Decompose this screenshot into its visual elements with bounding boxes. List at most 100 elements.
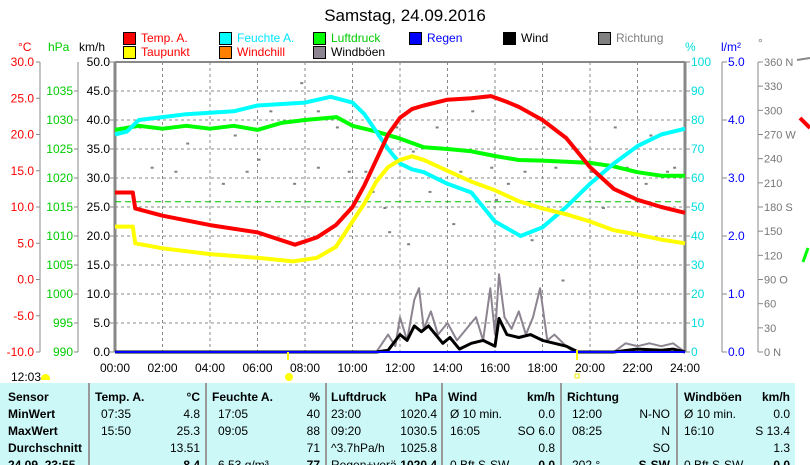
direction-point — [269, 110, 273, 113]
humidity-tick-label: 80 — [691, 113, 705, 127]
direction-point — [459, 170, 463, 173]
time-tick-label: 06:00 — [242, 361, 272, 375]
direction-point — [542, 126, 546, 129]
pressure-value: 1020.4 — [400, 458, 437, 465]
legend-swatch-icon — [123, 31, 136, 45]
sun-cloud-icon — [41, 374, 50, 380]
time-tick-label: 10:00 — [337, 361, 367, 375]
wind-tick-label: 25.0 — [87, 200, 111, 214]
direction-point — [371, 190, 375, 193]
direction-tick-label: 90 O — [764, 275, 788, 287]
time-tick-label: 18:00 — [527, 361, 557, 375]
legend-item: Temp. A. — [123, 31, 188, 45]
column-divider — [560, 383, 562, 465]
temp-tick-label: -5.0 — [13, 309, 34, 323]
rain-tick-label: 4.0 — [728, 113, 745, 127]
direction-point — [428, 190, 432, 193]
humidity-value: 71 — [306, 441, 320, 455]
wind-time: 0 Bft S-SW — [450, 458, 510, 465]
pressure-time: 23:00 — [331, 407, 362, 421]
direction-point — [666, 170, 669, 173]
temp-tick-label: 15.0 — [11, 164, 35, 178]
direction-tick-label: 270 W — [764, 130, 796, 142]
humidity-axis-unit: % — [685, 40, 696, 54]
pressure-tick-label: 995 — [53, 316, 73, 330]
row-label: 24.09. 23:55 — [8, 458, 76, 465]
direction-tick-label: 120 — [764, 250, 782, 262]
wind-tick-label: 5.0 — [93, 316, 110, 330]
direction-tick-label: 60 — [764, 299, 776, 311]
humidity-value: 40 — [306, 407, 320, 421]
pressure-tick-label: 1020 — [46, 171, 73, 185]
wind-value: SO 6.0 — [517, 424, 555, 438]
gust-value: 0.0 — [773, 407, 790, 421]
legend-label: Feuchte A. — [237, 31, 295, 45]
direction-point — [316, 166, 320, 169]
chart-title: Samstag, 24.09.2016 — [324, 6, 486, 25]
direction-value: SO — [652, 441, 670, 455]
legend-label: Richtung — [616, 31, 664, 45]
pressure-value: 1030.5 — [400, 424, 437, 438]
direction-point — [506, 182, 510, 185]
pressure-tick-label: 1030 — [46, 113, 73, 127]
rain-tick-label: 0.0 — [728, 345, 745, 359]
wind-tick-label: 40.0 — [87, 113, 111, 127]
wind-tick-label: 10.0 — [87, 287, 111, 301]
pressure-tick-label: 1015 — [46, 200, 73, 214]
humidity-tick-label: 30 — [691, 258, 705, 272]
legend-swatch-icon — [503, 31, 516, 45]
pressure-time: 09:20 — [331, 424, 362, 438]
temp-tick-label: 20.0 — [11, 128, 35, 142]
direction-point — [364, 170, 368, 173]
pressure-value: 1020.4 — [400, 407, 437, 421]
legend-item: Windböen — [313, 45, 385, 59]
direction-tick-label: 210 — [764, 178, 782, 190]
header-gusts: Windböen — [684, 390, 742, 404]
humidity-tick-label: 100 — [691, 55, 711, 69]
direction-point — [293, 182, 297, 185]
pressure-tick-label: 1000 — [46, 287, 73, 301]
pressure-time: ^3.7hPa/h — [331, 441, 385, 455]
direction-value: S-SW — [638, 458, 670, 465]
wind-tick-label: 45.0 — [87, 84, 111, 98]
humidity-tick-label: 60 — [691, 171, 705, 185]
legend-label: Windböen — [331, 45, 386, 59]
humidity-tick-label: 20 — [691, 287, 705, 301]
wind-tick-label: 50.0 — [87, 55, 111, 69]
humidity-tick-label: 0 — [691, 345, 698, 359]
humidity-time: 09:05 — [218, 424, 249, 438]
time-tick-label: 12:00 — [385, 361, 415, 375]
temp-tick-label: 10.0 — [11, 200, 35, 214]
adjacent-panel-fragment — [798, 116, 810, 130]
time-tick-label: 00:00 — [100, 361, 130, 375]
direction-point — [649, 134, 653, 137]
header-pressure: Luftdruck — [331, 390, 387, 404]
column-divider — [676, 383, 678, 465]
pressure-value: 1025.8 — [400, 441, 437, 455]
legend-swatch-icon — [123, 45, 136, 59]
legend-label: Temp. A. — [141, 31, 188, 45]
direction-point — [554, 166, 558, 169]
direction-point — [300, 82, 304, 85]
direction-point — [245, 170, 249, 173]
rain-tick-label: 3.0 — [728, 171, 745, 185]
wind-value: 0.0 — [538, 458, 555, 465]
header-wind-unit: km/h — [526, 390, 555, 404]
time-tick-label: 04:00 — [195, 361, 225, 375]
wind-tick-label: 20.0 — [87, 229, 111, 243]
column-divider — [325, 383, 327, 465]
series-taupunkt — [115, 154, 686, 264]
temp-tick-label: 5.0 — [17, 236, 34, 250]
direction-axis-unit: ° — [758, 36, 763, 50]
legend-item: Luftdruck — [313, 31, 380, 45]
legend-swatch-icon — [219, 45, 232, 59]
temp-tick-label: -10.0 — [7, 345, 35, 359]
wind-tick-label: 30.0 — [87, 171, 111, 185]
header-pressure-unit: hPa — [414, 390, 437, 404]
direction-point — [673, 166, 677, 169]
row-label: MinWert — [8, 407, 56, 421]
direction-point — [590, 170, 593, 173]
direction-point — [407, 243, 411, 246]
rain-tick-label: 2.0 — [728, 229, 745, 243]
gust-value: S 13.4 — [755, 424, 790, 438]
